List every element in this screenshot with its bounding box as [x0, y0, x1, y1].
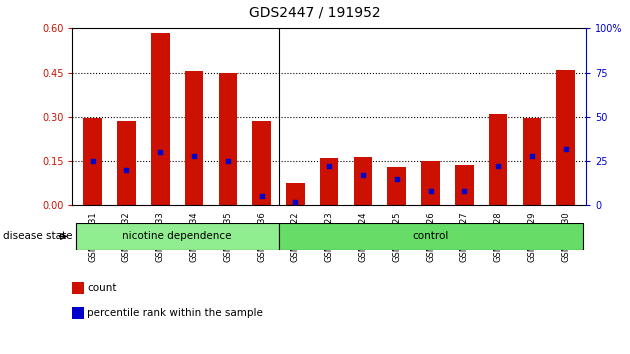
Point — [122, 167, 132, 173]
Text: count: count — [87, 283, 117, 293]
Bar — [117, 121, 136, 205]
Point — [256, 194, 266, 199]
Point — [527, 153, 537, 159]
Bar — [387, 167, 406, 205]
Point — [392, 176, 402, 182]
Text: GDS2447 / 191952: GDS2447 / 191952 — [249, 5, 381, 19]
Point — [88, 158, 98, 164]
Text: nicotine dependence: nicotine dependence — [122, 231, 232, 241]
Point — [189, 153, 199, 159]
Bar — [219, 73, 237, 205]
Bar — [353, 156, 372, 205]
Point — [425, 188, 435, 194]
Point — [324, 164, 334, 169]
Point — [459, 188, 469, 194]
Bar — [72, 307, 84, 319]
Point — [358, 172, 368, 178]
Point — [561, 146, 571, 152]
Point — [223, 158, 233, 164]
Bar — [72, 282, 84, 294]
Text: disease state: disease state — [3, 232, 72, 241]
Bar — [83, 118, 102, 205]
Bar — [522, 118, 541, 205]
Point — [290, 199, 301, 205]
Point — [493, 164, 503, 169]
Bar — [556, 70, 575, 205]
Bar — [455, 166, 474, 205]
Bar — [185, 71, 203, 205]
Bar — [421, 161, 440, 205]
Bar — [151, 33, 169, 205]
Bar — [286, 183, 305, 205]
Bar — [76, 223, 278, 250]
Bar — [489, 114, 507, 205]
Point — [155, 149, 165, 155]
Text: control: control — [412, 231, 449, 241]
Bar — [253, 121, 271, 205]
Bar — [320, 158, 338, 205]
Text: percentile rank within the sample: percentile rank within the sample — [87, 308, 263, 318]
Bar — [278, 223, 583, 250]
